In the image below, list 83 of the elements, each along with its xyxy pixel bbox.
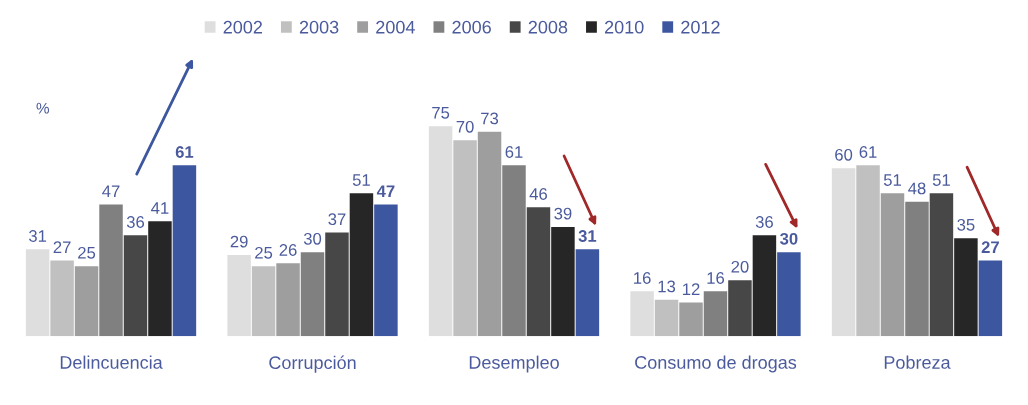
bar xyxy=(148,221,172,337)
data-label: 16 xyxy=(634,272,651,284)
data-label: 48 xyxy=(908,182,926,195)
bar xyxy=(349,193,374,337)
x-tick-label: Pobreza xyxy=(884,355,951,369)
bar xyxy=(575,249,600,337)
data-label: 36 xyxy=(755,216,773,228)
data-label: 27 xyxy=(981,241,999,253)
data-label: 51 xyxy=(352,174,370,186)
bar xyxy=(630,291,654,337)
data-label: 39 xyxy=(554,207,572,220)
bar xyxy=(300,252,325,337)
data-label: 41 xyxy=(151,202,169,214)
data-label: 61 xyxy=(859,146,877,158)
data-label: 75 xyxy=(432,107,450,119)
data-label: 30 xyxy=(780,232,798,245)
legend-label: 2002 xyxy=(223,20,262,34)
bar xyxy=(50,260,74,337)
data-label: 25 xyxy=(255,246,273,259)
x-tick-label: Corrupción xyxy=(269,355,356,373)
bar xyxy=(752,235,777,337)
data-label: 31 xyxy=(578,230,597,242)
x-tick-label: Consumo de drogas xyxy=(635,355,797,373)
data-label: 51 xyxy=(883,174,901,186)
legend-label: 2004 xyxy=(376,20,415,34)
bar xyxy=(703,291,728,337)
bar xyxy=(428,126,453,337)
legend-label: 2003 xyxy=(299,20,339,34)
y-axis-title: % xyxy=(36,102,50,114)
legend-label: 2008 xyxy=(528,20,568,34)
data-label: 13 xyxy=(658,280,676,293)
bar xyxy=(551,226,575,337)
bar xyxy=(477,131,502,337)
legend-label: 2006 xyxy=(452,20,491,34)
x-tick-label: Desempleo xyxy=(469,355,559,373)
bar xyxy=(654,299,679,337)
data-label: 51 xyxy=(932,174,950,186)
bar xyxy=(276,263,300,337)
bar xyxy=(502,165,526,337)
data-label: 30 xyxy=(303,232,322,245)
data-label: 60 xyxy=(835,148,853,161)
bar xyxy=(728,280,752,337)
bar xyxy=(25,249,50,337)
data-label: 46 xyxy=(529,188,547,200)
data-label: 26 xyxy=(279,244,297,256)
legend-label: 2012 xyxy=(681,20,720,34)
bar xyxy=(374,204,398,337)
data-label: 12 xyxy=(683,283,700,295)
data-label: 73 xyxy=(481,112,499,125)
data-label: 37 xyxy=(328,213,346,226)
data-label: 25 xyxy=(78,246,96,259)
bar xyxy=(679,302,703,337)
bar xyxy=(929,193,954,337)
bar xyxy=(99,204,123,337)
bar xyxy=(905,201,929,337)
bar xyxy=(831,168,856,337)
data-label: 47 xyxy=(102,185,120,197)
bar xyxy=(172,165,197,337)
data-label: 36 xyxy=(126,216,145,228)
data-label: 35 xyxy=(957,218,975,231)
bar xyxy=(251,266,276,337)
legend-label: 2010 xyxy=(605,20,644,34)
x-tick-label: Delincuencia xyxy=(60,355,163,369)
data-label: 31 xyxy=(28,230,47,242)
bar xyxy=(777,252,801,337)
bar xyxy=(453,140,477,337)
data-label: 20 xyxy=(731,260,749,273)
bar xyxy=(954,238,978,337)
bar xyxy=(74,266,99,337)
bar xyxy=(856,165,880,337)
data-label: 70 xyxy=(456,120,474,133)
data-label: 47 xyxy=(376,185,395,197)
bar xyxy=(227,254,251,337)
data-label: 16 xyxy=(707,272,725,284)
bar xyxy=(123,235,148,337)
data-label: 27 xyxy=(53,241,71,253)
data-label: 61 xyxy=(175,146,194,158)
bar xyxy=(325,232,349,337)
bar xyxy=(880,193,905,337)
data-label: 61 xyxy=(505,146,523,158)
data-label: 29 xyxy=(230,235,248,248)
bar xyxy=(978,260,1003,337)
bar xyxy=(526,207,551,337)
